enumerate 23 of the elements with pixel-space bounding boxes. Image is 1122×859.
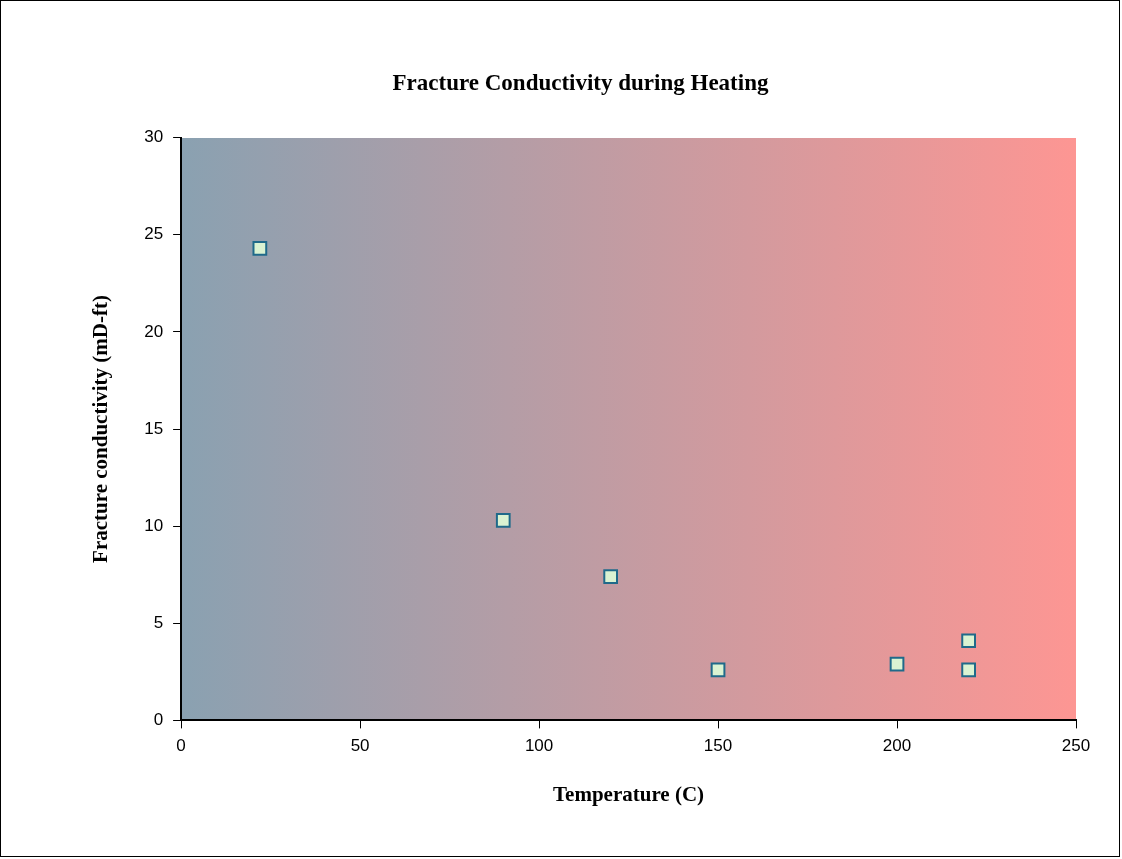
x-tick-label: 200 [882,736,912,756]
y-tick-label: 5 [153,612,164,632]
x-axis-title: Temperature (C) [553,781,705,806]
y-axis-title: Fracture conductivity (mD-ft) [88,295,113,563]
point [961,633,976,649]
point [495,512,511,528]
y-tick-label: 20 [144,321,164,341]
x-tick-label: 250 [1061,736,1091,756]
x-tick-label: 100 [524,736,554,756]
x-tick-label: 0 [176,736,186,756]
point [603,569,619,585]
point [710,662,726,678]
point [252,240,268,256]
y-tick-label: 0 [153,710,164,730]
chart-title: Fracture Conductivity during Heating [392,69,769,95]
point [889,656,905,672]
x-tick-label: 150 [703,736,733,756]
y-tick-label: 15 [144,418,164,438]
y-tick-label: 10 [144,515,164,535]
y-tick-label: 25 [144,224,164,244]
x-tick-label: 50 [350,736,370,756]
y-tick-label: 30 [144,127,164,147]
point [961,662,976,678]
